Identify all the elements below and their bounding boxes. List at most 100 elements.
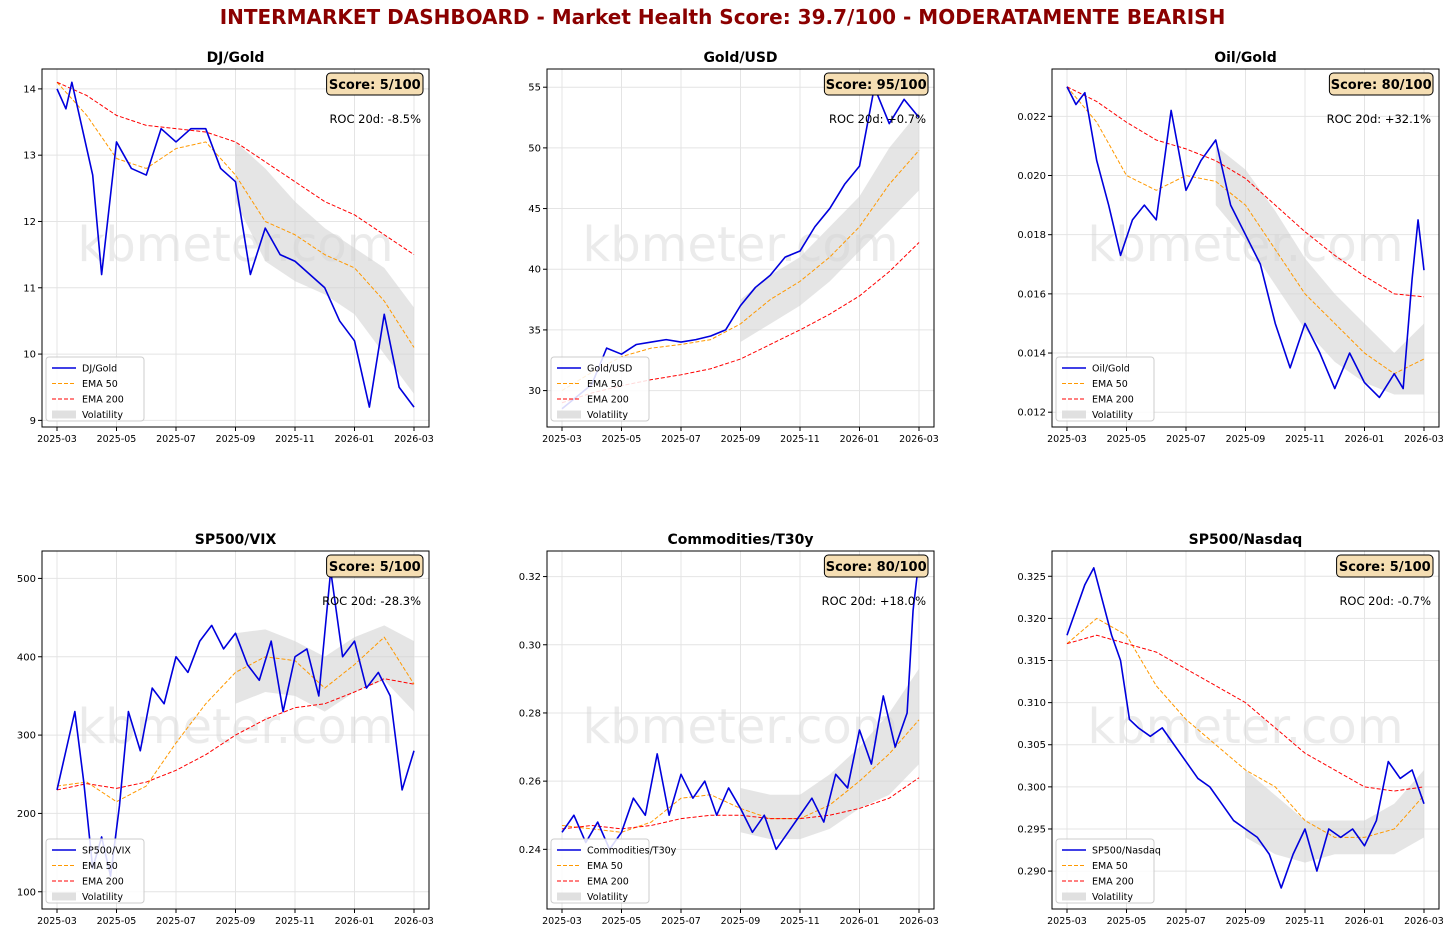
y-tick-label: 14 [23,84,36,95]
legend [1055,356,1155,422]
y-tick-label: 40 [528,265,541,276]
y-tick-label: 10 [23,350,36,361]
x-tick-label: 2026-01 [840,916,880,927]
x-tick-label: 2025-11 [275,434,315,445]
legend-label: SP500/Nasdaq [1092,846,1161,857]
score-badge [823,72,929,96]
score-badge [326,554,424,578]
ema200-line [561,777,920,830]
legend-label: EMA 50 [82,379,118,390]
legend [550,356,650,422]
chart-panel-sp500-vix: SP500/VIX kbmeter.com 100 200 300 400 500 2025-… [17,532,434,927]
legend-label: EMA 50 [587,379,623,390]
legend-label: EMA 50 [82,861,118,872]
legend [45,356,145,422]
ema50-line [56,636,415,803]
y-tick-label: 0.018 [1017,230,1046,241]
legend-label: Gold/USD [587,364,632,375]
score-text: Score: 5/100 [329,560,421,575]
y-tick-label: 30 [528,386,541,397]
legend-label: Volatility [587,892,628,903]
x-tick-label: 2025-11 [275,916,315,927]
y-tick-label: 200 [17,809,36,820]
legend [550,838,650,904]
score-badge [1336,554,1434,578]
legend-label: EMA 200 [1092,395,1134,406]
roc-text: ROC 20d: -28.3% [322,594,421,608]
legend-label: Volatility [1092,410,1133,421]
legend-label: EMA 50 [1092,861,1128,872]
volatility-band [740,668,919,840]
y-tick-label: 50 [528,143,541,154]
chart-panel-sp500-nasdaq: SP500/Nasdaq kbmeter.com 0.290 0.295 0.300 0.… [1017,532,1444,927]
roc-text: ROC 20d: +18.0% [822,594,926,608]
y-tick-label: 0.295 [1017,824,1046,835]
y-tick-label: 0.020 [1017,171,1046,182]
x-tick-label: 2025-05 [602,434,642,445]
y-tick-label: 100 [17,887,36,898]
legend-label: EMA 200 [587,877,629,888]
chart-title: Commodities/T30y [667,532,813,548]
x-tick-label: 2025-11 [780,434,820,445]
x-tick-label: 2025-03 [37,916,77,927]
y-tick-label: 500 [17,574,36,585]
y-tick-label: 0.320 [1017,614,1046,625]
y-tick-label: 0.26 [519,777,541,788]
legend-label: Oil/Gold [1092,364,1130,375]
watermark: kbmeter.com [77,699,393,755]
legend-label: SP500/VIX [82,846,131,857]
y-tick-label: 9 [30,416,36,427]
y-tick-label: 400 [17,652,36,663]
y-tick-label: 35 [528,325,541,336]
legend-swatch [557,892,581,901]
legend-label: EMA 200 [1092,877,1134,888]
score-text: Score: 80/100 [1331,78,1432,93]
ema200-line [56,678,415,791]
x-tick-label: 2026-01 [1345,434,1385,445]
x-tick-label: 2026-03 [394,916,434,927]
y-tick-label: 0.30 [519,640,541,651]
roc-text: ROC 20d: +32.1% [1327,112,1431,126]
x-tick-label: 2025-09 [721,434,761,445]
x-tick-label: 2025-05 [1107,916,1147,927]
legend-swatch [1062,892,1086,901]
y-tick-label: 300 [17,731,36,742]
x-tick-label: 2025-03 [1047,916,1087,927]
x-tick-label: 2025-03 [37,434,77,445]
chart-title: SP500/Nasdaq [1189,532,1303,548]
x-tick-label: 2025-07 [1166,916,1206,927]
x-tick-label: 2025-05 [97,434,137,445]
score-text: Score: 5/100 [1339,560,1431,575]
y-tick-label: 0.012 [1017,408,1046,419]
x-tick-label: 2025-05 [602,916,642,927]
x-tick-label: 2025-07 [156,434,196,445]
x-tick-label: 2026-01 [335,434,375,445]
legend-label: EMA 200 [82,395,124,406]
chart-title: DJ/Gold [207,50,265,66]
volatility-band [235,141,414,394]
score-text: Score: 80/100 [826,560,927,575]
price-line [1066,86,1425,399]
price-line [561,559,920,851]
x-tick-label: 2025-11 [780,916,820,927]
roc-text: ROC 20d: +0.7% [829,112,926,126]
x-tick-label: 2025-07 [156,916,196,927]
x-tick-label: 2026-03 [1404,916,1444,927]
x-tick-label: 2025-09 [721,916,761,927]
score-badge [823,554,929,578]
legend-label: DJ/Gold [82,364,117,375]
y-tick-label: 0.305 [1017,740,1046,751]
chart-title: Oil/Gold [1214,50,1277,66]
volatility-band [740,111,919,343]
ema200-line [1066,86,1425,298]
x-tick-label: 2026-03 [1404,434,1444,445]
score-text: Score: 95/100 [826,78,927,93]
y-tick-label: 0.325 [1017,572,1046,583]
x-tick-label: 2025-09 [216,916,256,927]
ema50-line [56,81,415,348]
chart-panel-commodities-t30y: Commodities/T30y kbmeter.com 0.24 0.26 0.28 0… [519,532,939,927]
watermark: kbmeter.com [1087,699,1403,755]
roc-text: ROC 20d: -0.7% [1339,594,1431,608]
x-tick-label: 2025-05 [1107,434,1147,445]
